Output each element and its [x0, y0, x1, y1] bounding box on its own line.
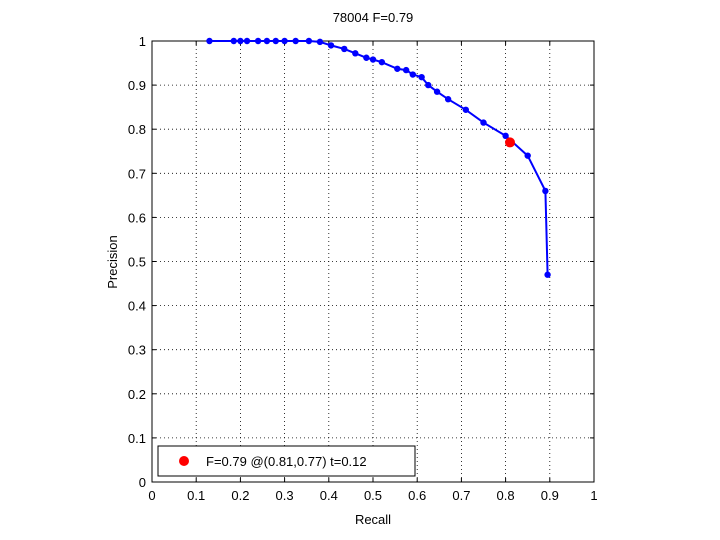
pr-curve-point [230, 37, 237, 45]
chart-title: 78004 F=0.79 [333, 10, 414, 25]
x-tick-labels: 0 0.1 0.2 0.3 0.4 0.5 0.6 0.7 0.8 0.9 1 [148, 488, 597, 503]
y-tick-label: 0.9 [128, 78, 146, 93]
pr-curve-point [243, 37, 251, 45]
x-tick-label: 0.2 [231, 488, 249, 503]
y-tick-label: 0.2 [128, 387, 146, 402]
best-point-layer [505, 137, 516, 148]
x-tick-label: 0.6 [408, 488, 426, 503]
y-tick-label: 0 [139, 475, 146, 490]
legend-box [157, 445, 416, 477]
y-axis-label: Precision [105, 235, 120, 288]
pr-curve-point [292, 37, 299, 45]
pr-curve-point [305, 37, 313, 45]
series-layer [206, 37, 551, 278]
pr-curve-point [425, 81, 432, 89]
y-tick-label: 0.8 [128, 122, 146, 137]
y-tick-label: 0.1 [128, 431, 146, 446]
legend-marker [179, 456, 189, 466]
x-tick-label: 0.9 [541, 488, 559, 503]
x-axis-label: Recall [355, 512, 391, 527]
pr-curve-point [363, 54, 370, 61]
x-tick-label: 0.8 [497, 488, 515, 503]
best-f-point [505, 137, 516, 148]
y-tick-label: 0.5 [128, 255, 146, 270]
pr-curve-point [254, 37, 262, 45]
y-tick-label: 1 [139, 34, 146, 49]
pr-curve-point [480, 119, 487, 126]
pr-curve-point [402, 66, 410, 74]
y-tick-label: 0.4 [128, 299, 146, 314]
x-tick-label: 0.1 [187, 488, 205, 503]
y-tick-label: 0.6 [128, 210, 146, 225]
pr-curve-point [341, 45, 348, 53]
pr-curve-point [272, 37, 279, 45]
grid-lines [152, 41, 594, 482]
x-tick-label: 0.3 [276, 488, 294, 503]
y-tick-labels: 0 0.1 0.2 0.3 0.4 0.5 0.6 0.7 0.8 0.9 1 [128, 34, 146, 490]
pr-curve-point [409, 71, 416, 78]
legend: F=0.79 @(0.81,0.77) t=0.12 [157, 445, 416, 477]
y-tick-label: 0.7 [128, 166, 146, 181]
pr-curve-point [444, 96, 452, 103]
x-tick-label: 0.7 [452, 488, 470, 503]
pr-curve-point [316, 38, 324, 46]
pr-curve-point [352, 50, 359, 57]
pr-curve-point [263, 37, 271, 45]
x-tick-label: 0.4 [320, 488, 338, 503]
legend-label: F=0.79 @(0.81,0.77) t=0.12 [206, 454, 367, 469]
axis-ticks [151, 40, 595, 483]
pr-curve-point [237, 37, 244, 45]
x-tick-label: 1 [590, 488, 597, 503]
x-tick-label: 0 [148, 488, 155, 503]
y-tick-label: 0.3 [128, 343, 146, 358]
pr-curve-point [394, 65, 401, 72]
pr-curve-point [462, 106, 470, 113]
pr-curve-point [281, 37, 288, 45]
pr-curve-point [378, 58, 386, 66]
pr-curve-point [544, 271, 551, 278]
pr-curve-point [327, 42, 335, 49]
pr-curve-point [418, 73, 425, 81]
pr-curve-point [524, 152, 531, 159]
x-tick-label: 0.5 [364, 488, 382, 503]
pr-curve-point [502, 132, 509, 140]
pr-curve-point [433, 88, 441, 95]
pr-curve-point [542, 187, 549, 195]
pr-curve-point [206, 37, 213, 45]
pr-curve-point [369, 56, 377, 63]
